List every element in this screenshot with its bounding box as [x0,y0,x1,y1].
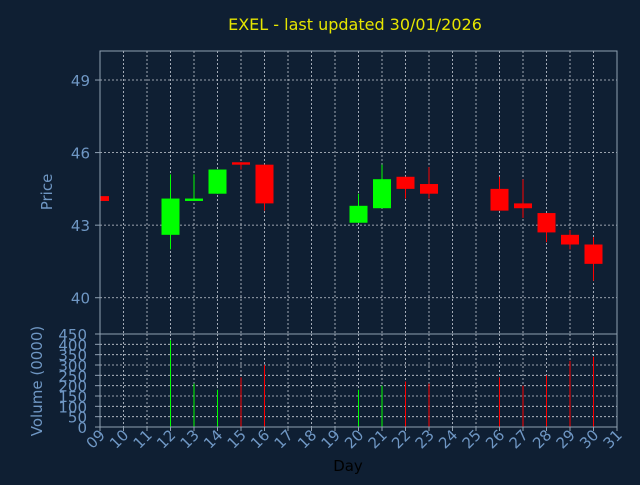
candle-body [100,196,109,201]
candle-body [490,188,509,211]
price-tick-label: 46 [71,145,90,163]
candle-body [349,205,368,223]
volume-tick-label: 300 [58,357,87,375]
volume-axis-label: Volume (0000) [28,326,46,436]
price-tick-label: 40 [71,290,90,308]
candle-14 [208,169,227,194]
candle-body [537,213,556,233]
candle-30 [584,237,603,281]
price-tick-label: 43 [71,217,90,235]
volume-bars [170,340,594,427]
candle-body [208,169,227,194]
candle-body [185,198,203,201]
price-tick-label: 49 [71,72,90,90]
candle-26 [490,176,509,211]
volume-tick-label: 150 [58,388,87,406]
volume-tick-label: 50 [68,409,87,427]
candle-body [373,179,391,209]
candle-body [420,184,438,194]
candle-16 [255,164,274,211]
chart-title: EXEL - last updated 30/01/2026 [228,15,482,34]
volume-tick-label: 400 [58,336,87,354]
volume-tick-label: 200 [58,378,87,396]
candle-20 [349,193,368,223]
candle-09 [99,196,109,201]
volume-panel-frame [99,333,618,428]
price-tick-labels: 40 43 46 49 [71,72,100,308]
candle-27 [514,179,532,218]
candle-12 [161,174,180,250]
candle-15 [232,162,250,170]
candle-body [161,198,180,235]
candle-body [255,164,274,204]
volume-tick-label: 450 [58,326,87,344]
candle-body [514,203,532,209]
volume-tick-label: 0 [77,419,87,437]
x-tick-labels: 0910111213141516171819202122232425262728… [83,426,626,452]
candle-29 [561,229,579,250]
candle-23 [420,167,438,199]
candle-21 [373,164,391,209]
volume-tick-label: 350 [58,347,87,365]
candle-13 [185,174,203,201]
price-axis-label: Price [38,174,56,211]
candle-28 [537,213,556,243]
candle-body [561,234,579,245]
candles [99,162,603,281]
candle-body [584,244,603,264]
volume-tick-label: 100 [58,398,87,416]
candle-body [396,176,415,189]
volume-tick-label: 250 [58,367,87,385]
candle-22 [396,176,415,199]
x-axis-label: Day [333,457,363,475]
candle-body [232,162,250,165]
